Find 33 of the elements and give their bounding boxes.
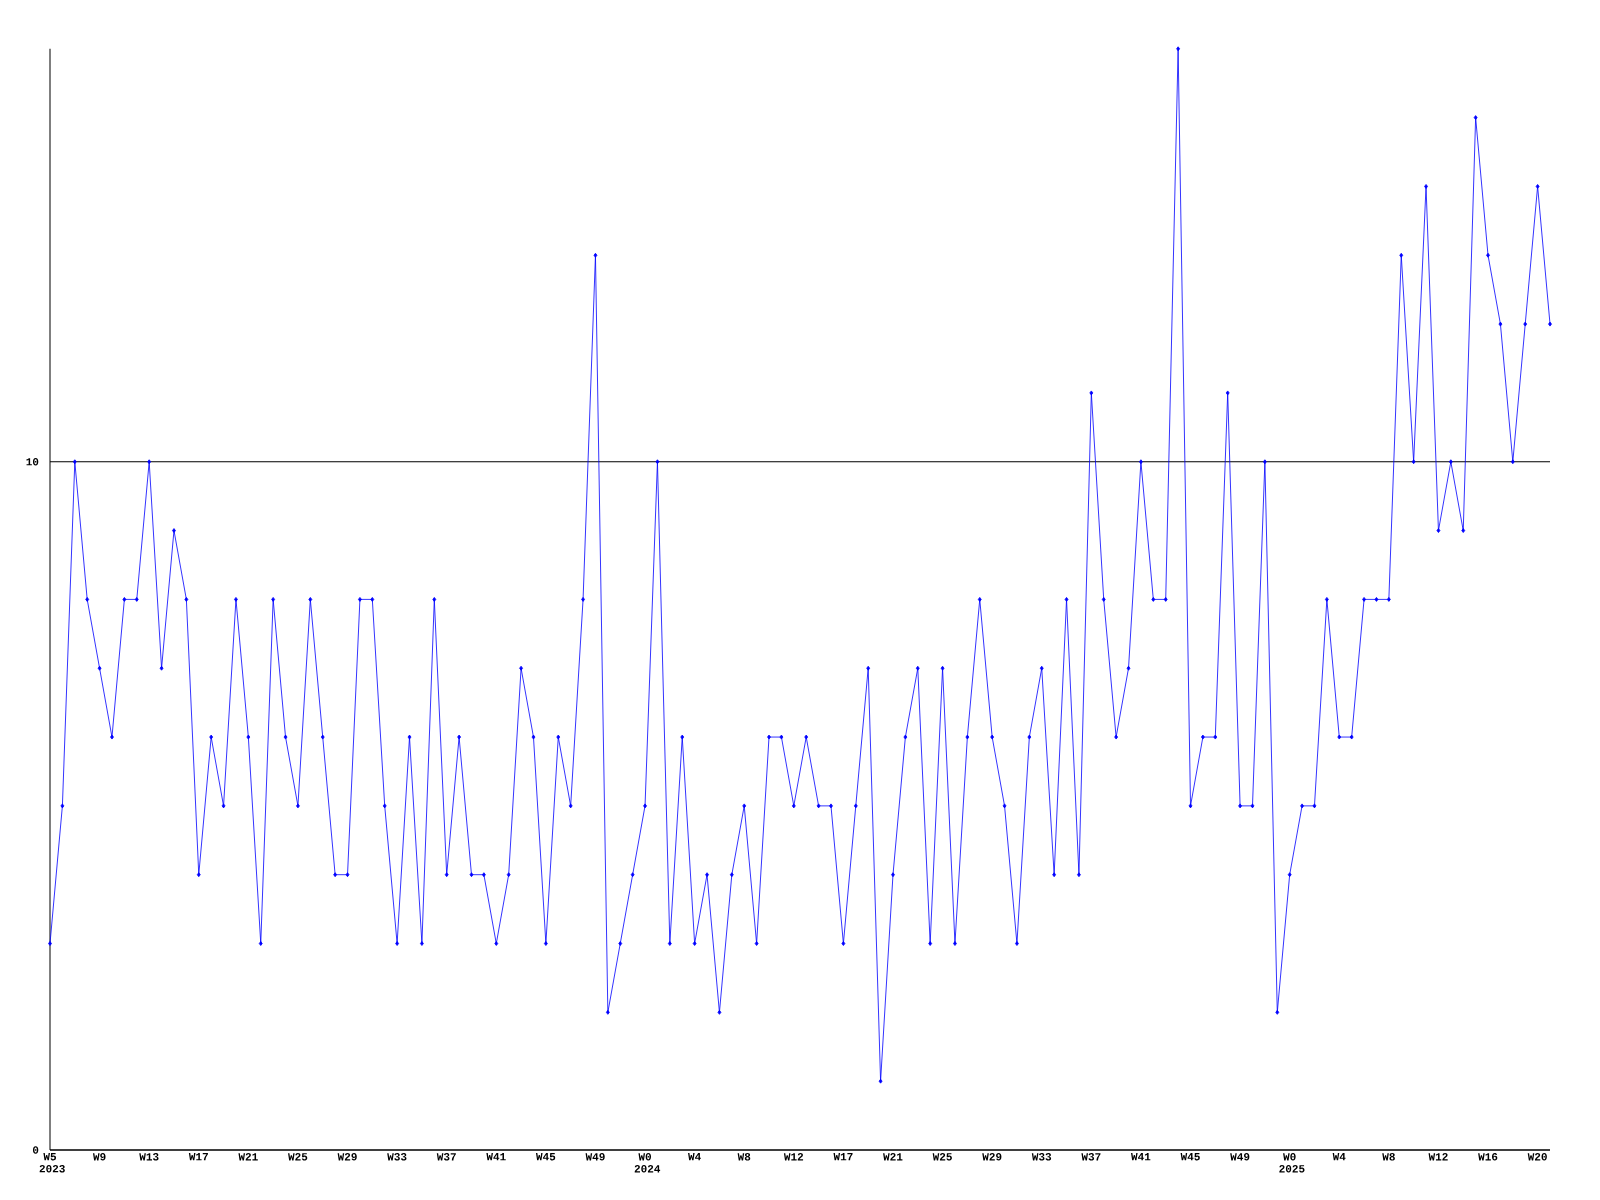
x-tick-label: W8 <box>1382 1153 1395 1161</box>
x-tick-label: W41 <box>486 1153 506 1161</box>
x-tick-label: W4 <box>1332 1153 1346 1161</box>
x-tick-label: W17 <box>833 1153 853 1161</box>
x-tick-label: W21 <box>238 1153 258 1161</box>
x-tick-label: W45 <box>535 1153 556 1161</box>
y-tick-label: 10 <box>26 458 39 466</box>
x-tick-label: W33 <box>1031 1153 1052 1161</box>
x-tick-label: W16 <box>1478 1153 1498 1161</box>
x-tick-label: W41 <box>1131 1153 1151 1161</box>
x-tick-label: W45 <box>1180 1153 1200 1161</box>
x-tick-label: W49 <box>1230 1153 1250 1161</box>
x-tick-label: W12 <box>1428 1153 1448 1161</box>
x-tick-label: W0 2025 <box>1279 1153 1305 1173</box>
x-tick-label: W5 2023 <box>39 1153 65 1173</box>
x-tick-label: W49 <box>585 1153 605 1161</box>
x-tick-label: W8 <box>737 1153 751 1161</box>
x-tick-label: W4 <box>688 1153 701 1161</box>
x-tick-label: W12 <box>783 1153 804 1161</box>
x-tick-label: W29 <box>982 1153 1002 1161</box>
x-tick-label: W13 <box>139 1153 159 1161</box>
x-tick-label: W9 <box>92 1153 106 1161</box>
x-tick-label: W29 <box>337 1153 357 1161</box>
x-tick-label: W33 <box>387 1153 407 1161</box>
x-tick-label: W17 <box>188 1153 208 1161</box>
x-tick-label: W0 2024 <box>634 1153 661 1173</box>
x-tick-label: W25 <box>932 1153 952 1161</box>
x-tick-label: W21 <box>883 1153 903 1161</box>
x-tick-label: W25 <box>288 1153 308 1161</box>
x-tick-label: W37 <box>436 1153 456 1161</box>
x-tick-label: W20 <box>1527 1153 1547 1161</box>
x-tick-label: W37 <box>1081 1153 1101 1161</box>
y-tick-label: 0 <box>32 1146 39 1154</box>
